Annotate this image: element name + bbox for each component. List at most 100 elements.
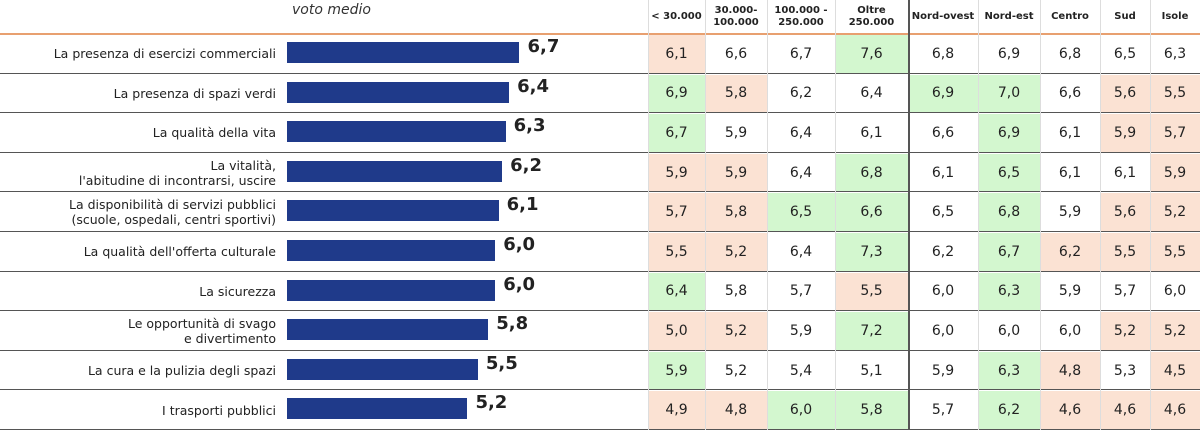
row-label-line: La disponibilità di servizi pubblici	[68, 197, 276, 213]
row-label-line: I trasporti pubblici	[162, 402, 276, 418]
row-label-line: l'abitudine di incontrarsi, uscire	[78, 172, 276, 188]
column-header-line: Nord-est	[984, 11, 1034, 22]
bar	[287, 279, 496, 301]
column-line	[908, 0, 910, 430]
bar	[287, 398, 468, 420]
row-separator	[0, 310, 1200, 312]
row-separator	[0, 72, 1200, 74]
row-label: La sicurezza	[199, 272, 276, 312]
column-header-line: 30.000-	[714, 5, 758, 16]
header-rule	[0, 33, 1200, 35]
cell: 6,8	[978, 193, 1040, 231]
cell: 6,2	[1040, 233, 1100, 271]
column-header-line: Isole	[1161, 11, 1189, 22]
cell: 6,5	[767, 193, 835, 231]
value-label: 6,0	[503, 273, 536, 295]
row-label: La presenza di esercizi commerciali	[54, 34, 276, 74]
bar	[287, 240, 496, 261]
cell: 7,3	[835, 233, 908, 271]
cell: 6,1	[1058, 124, 1082, 141]
row-separator	[0, 191, 1200, 193]
cell: 6,4	[860, 85, 883, 102]
cell: 6,0	[931, 322, 955, 339]
row-separator	[0, 231, 1200, 232]
cell: 5,5	[1100, 233, 1150, 271]
cell: 5,1	[860, 362, 883, 379]
column-header-line: Sud	[1114, 11, 1136, 22]
cell: 6,0	[767, 391, 835, 429]
column-line	[1040, 0, 1041, 430]
bar	[287, 319, 489, 341]
cell: 5,6	[1100, 193, 1150, 231]
cell: 6,3	[978, 272, 1040, 311]
cell: 5,2	[1100, 312, 1150, 350]
cell: 5,7	[931, 402, 955, 419]
cell: 6,1	[931, 164, 955, 181]
column-line	[1150, 0, 1151, 430]
cell: 5,8	[705, 74, 767, 113]
cell: 6,0	[1163, 283, 1187, 300]
cell: 6,4	[648, 272, 705, 311]
cell: 5,6	[1100, 74, 1150, 113]
column-title: voto medio	[292, 2, 371, 18]
row-label: La disponibilità di servizi pubblici (scu…	[69, 192, 276, 232]
cell: 7,0	[978, 74, 1040, 113]
cell: 5,7	[648, 193, 705, 231]
cell: 6,9	[997, 45, 1021, 62]
column-header-line: < 30.000	[651, 11, 702, 22]
cell: 6,6	[1058, 85, 1082, 102]
cell: 5,2	[705, 312, 767, 350]
cell: 6,2	[931, 243, 955, 260]
cell: 5,9	[1058, 283, 1082, 300]
cell: 6,9	[908, 74, 978, 113]
cell: 6,3	[978, 351, 1040, 390]
cell: 5,9	[705, 153, 767, 192]
cell: 5,2	[1150, 193, 1200, 231]
cell: 5,9	[648, 153, 705, 192]
row-label: La qualità della vita	[153, 113, 276, 153]
value-label: 5,8	[496, 313, 529, 335]
bar	[287, 121, 506, 143]
cell: 5,5	[835, 272, 908, 311]
cell: 6,5	[1113, 45, 1137, 62]
cell: 5,9	[724, 124, 748, 141]
column-header: Nord-est	[978, 0, 1040, 34]
cell: 5,9	[789, 322, 813, 339]
cell: 6,1	[648, 35, 705, 73]
bar	[287, 81, 510, 103]
row-separator	[0, 112, 1200, 114]
cell: 5,4	[789, 362, 813, 379]
value-label: 6,7	[527, 36, 560, 57]
column-header-line: 100.000	[713, 17, 759, 28]
cell: 6,4	[789, 243, 813, 260]
cell: 6,9	[978, 114, 1040, 152]
column-header: Nord-ovest	[908, 0, 978, 34]
cell: 5,7	[1150, 114, 1200, 152]
column-header: Isole	[1150, 0, 1200, 34]
cell: 6,6	[931, 124, 955, 141]
column-line	[1100, 0, 1101, 430]
row-label-line: (scuole, ospedali, centri sportivi)	[71, 212, 276, 228]
cell: 4,6	[1100, 391, 1150, 429]
column-header: Oltre 250.000	[835, 0, 908, 34]
cell: 5,5	[648, 233, 705, 271]
cell: 5,2	[724, 362, 748, 379]
column-header: < 30.000	[648, 0, 705, 34]
cell: 7,6	[835, 35, 908, 73]
row-label: Le opportunità di svago e divertimento	[128, 311, 276, 351]
row-separator	[0, 429, 1200, 430]
cell: 6,6	[724, 45, 748, 62]
column-header: Centro	[1040, 0, 1100, 34]
cell: 5,0	[648, 312, 705, 350]
cell: 6,5	[978, 153, 1040, 192]
cell: 5,2	[705, 233, 767, 271]
column-header-line: Nord-ovest	[911, 11, 975, 22]
cell: 7,2	[835, 312, 908, 350]
cell: 5,2	[1150, 312, 1200, 350]
row-separator	[0, 389, 1200, 391]
bar	[287, 358, 478, 380]
row-label: La vitalità, l'abitudine di incontrarsi, …	[79, 153, 276, 193]
column-line	[978, 0, 979, 430]
cell: 6,2	[789, 85, 813, 102]
row-label-line: La presenza di spazi verdi	[113, 85, 276, 101]
